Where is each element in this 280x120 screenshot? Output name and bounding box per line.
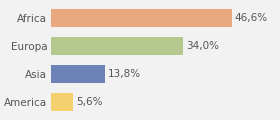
Bar xyxy=(52,9,232,27)
Bar xyxy=(52,93,73,111)
Text: 46,6%: 46,6% xyxy=(235,13,268,23)
Text: 13,8%: 13,8% xyxy=(108,69,141,79)
Bar xyxy=(52,37,183,55)
Text: 34,0%: 34,0% xyxy=(186,41,219,51)
Bar xyxy=(52,65,105,83)
Text: 5,6%: 5,6% xyxy=(76,97,103,107)
